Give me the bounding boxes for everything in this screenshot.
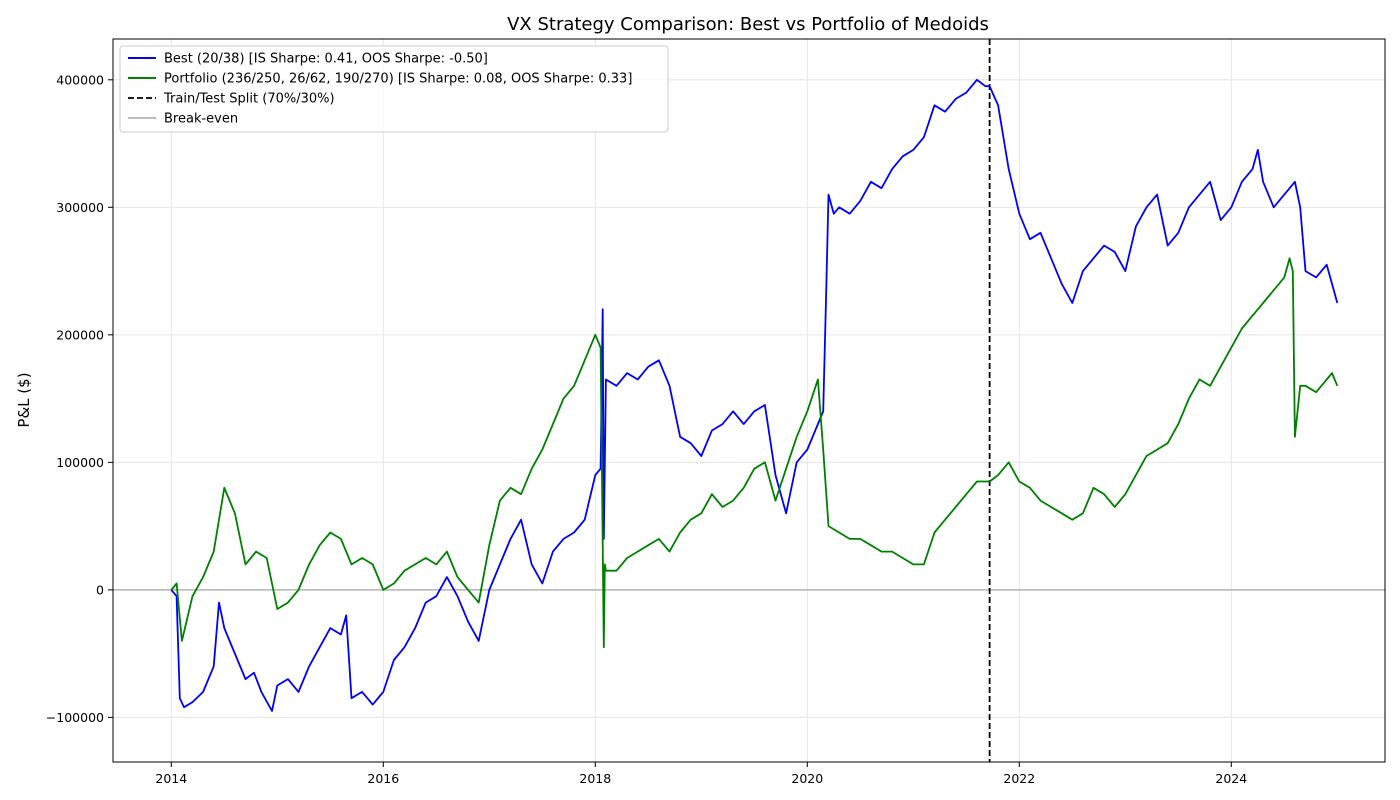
- legend-label: Portfolio (236/250, 26/62, 190/270) [IS …: [164, 72, 632, 87]
- plot-area-frame: [112, 38, 1386, 763]
- legend: Best (20/38) [IS Sharpe: 0.41, OOS Sharp…: [119, 45, 669, 133]
- legend-label: Break-even: [164, 112, 238, 127]
- legend-box: [119, 45, 669, 133]
- x-tick-label: 2014: [155, 771, 187, 786]
- portfolio-series-line: [170, 257, 1339, 649]
- y-tick-label: 200000: [56, 327, 104, 342]
- legend-label: Best (20/38) [IS Sharpe: 0.41, OOS Sharp…: [164, 52, 488, 67]
- y-axis-label: P&L ($): [15, 372, 33, 427]
- chart-title: VX Strategy Comparison: Best vs Portfoli…: [507, 14, 989, 35]
- y-tick-label: 100000: [56, 455, 104, 470]
- y-tick-label: 400000: [56, 72, 104, 87]
- x-tick-label: 2022: [1003, 771, 1035, 786]
- x-tick-label: 2024: [1215, 771, 1247, 786]
- x-tick-label: 2020: [791, 771, 823, 786]
- y-tick-label: −100000: [46, 710, 104, 725]
- best-series-line: [170, 78, 1339, 712]
- y-tick-label: 0: [96, 582, 104, 597]
- y-tick-label: 300000: [56, 200, 104, 215]
- x-tick-label: 2018: [579, 771, 611, 786]
- series-lines: [170, 78, 1339, 712]
- x-tick-label: 2016: [367, 771, 399, 786]
- axis-ticks: 2014 2016 2018 2020 2022 2024 −100000 0 100000 20…: [46, 72, 1247, 786]
- reference-lines: [113, 39, 1385, 762]
- legend-label: Train/Test Split (70%/30%): [163, 92, 335, 107]
